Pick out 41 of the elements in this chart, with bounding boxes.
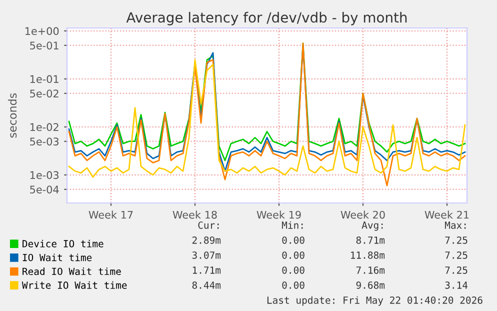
text: Min: — [282, 221, 303, 229]
text: 7.25 — [445, 236, 468, 244]
text: 11.88m — [351, 251, 385, 259]
text: Max: — [444, 222, 466, 229]
text: 2.89m — [192, 236, 221, 244]
x-tick-label: Week 20 — [340, 210, 385, 219]
text: 7.25 — [445, 266, 468, 274]
x-tick-label: Week 18 — [172, 210, 217, 219]
y-tick-label: 5e-04 — [30, 186, 59, 194]
text: 3.14 — [445, 281, 468, 289]
y-tick-label: 1e-03 — [30, 171, 59, 180]
legend-label: Write IO Wait time — [22, 281, 127, 289]
text: 0.00 — [282, 281, 304, 289]
text: 8.44m — [192, 281, 221, 289]
text: 9.68m — [356, 281, 385, 289]
x-tick-label: Week 21 — [424, 210, 469, 219]
text: 0.00 — [282, 251, 304, 259]
text: 7.25 — [445, 251, 468, 259]
x-tick-label: Week 19 — [256, 210, 301, 219]
legend-label: Read IO Wait time — [22, 268, 121, 276]
line-series — [68, 59, 466, 178]
text: 0.00 — [282, 236, 304, 244]
text: 7.16m — [356, 266, 385, 274]
x-tick-label: Week 17 — [88, 210, 133, 219]
y-tick-label: 1e+00 — [25, 27, 59, 36]
text: 8.71m — [356, 236, 385, 244]
y-tick-label: 5e-02 — [30, 90, 58, 98]
y-axis-title: seconds — [8, 93, 17, 138]
text: Last update: Fri May 22 01:40:20 2026 — [267, 296, 482, 306]
text: Avg: — [362, 222, 383, 231]
text: 1.71m — [192, 266, 221, 274]
chart-title: Average latency for /dev/vdb - by month — [126, 12, 407, 26]
y-tick-label: 5e-01 — [30, 42, 58, 50]
y-tick-label: 5e-03 — [30, 138, 59, 146]
text: 3.07m — [192, 251, 221, 259]
text: 0.00 — [282, 266, 304, 274]
y-tick-label: 1e-01 — [30, 75, 58, 84]
text: Cur: — [198, 221, 219, 229]
legend-label: IO Wait time — [22, 254, 92, 262]
legend-label: Device IO time — [22, 240, 104, 248]
y-tick-label: 1e-02 — [30, 123, 58, 132]
